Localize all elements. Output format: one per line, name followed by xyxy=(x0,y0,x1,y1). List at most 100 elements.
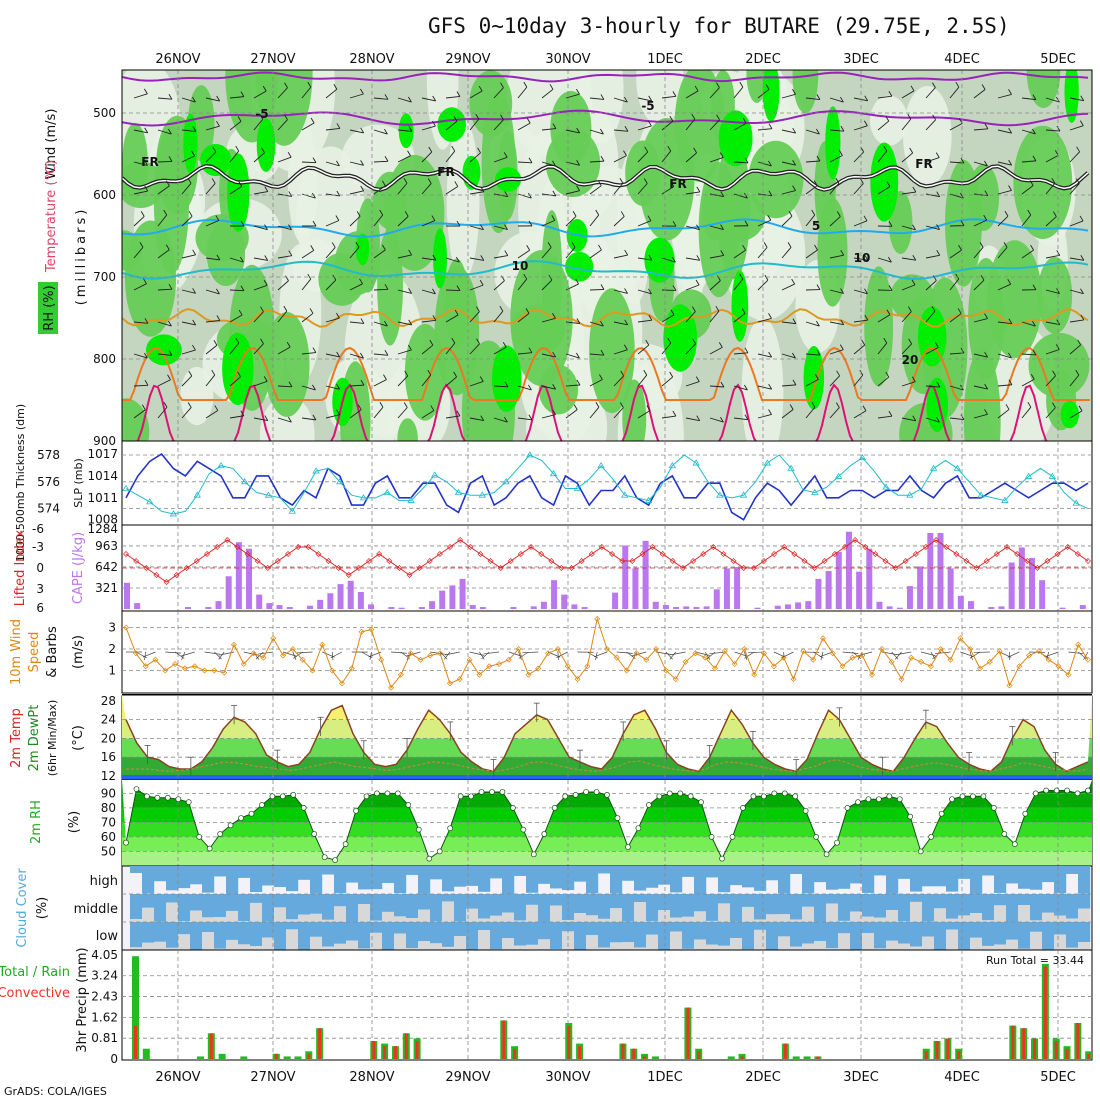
slp-line xyxy=(125,452,1089,521)
rh-point xyxy=(217,831,223,837)
wind-barb xyxy=(613,182,624,195)
wind-barb xyxy=(133,216,145,227)
wind-barb-flag xyxy=(168,93,173,100)
temp-band-12-16 xyxy=(122,757,1092,776)
wind-barb xyxy=(997,190,1012,195)
wind-barb-flag xyxy=(840,96,844,103)
label-total-rain: Total / Rain xyxy=(0,965,70,980)
cloud-bar xyxy=(694,922,707,940)
wind-speed-point xyxy=(1035,648,1042,655)
rh-point xyxy=(196,834,203,840)
surface-wind-barb xyxy=(930,651,936,660)
cloud-bar xyxy=(742,894,755,907)
wind-barb xyxy=(733,122,747,131)
cloud-bar xyxy=(358,894,371,905)
cape-bar xyxy=(581,607,588,609)
cape-bar xyxy=(276,605,283,609)
wind-barb xyxy=(781,161,796,166)
wind-speed-point xyxy=(898,676,905,683)
wind-barb-flag xyxy=(552,383,557,390)
wind10m-panel: 321 10m Wind Speed & Barbs (m/s) xyxy=(9,610,1093,695)
cape-bar xyxy=(1018,547,1025,609)
cloud-bar xyxy=(382,894,395,912)
wind-speed-point xyxy=(172,661,179,668)
wind-barb xyxy=(973,413,988,419)
cape-bar xyxy=(551,580,558,609)
wind-barb-flag xyxy=(958,244,962,251)
wind-barb-flag xyxy=(743,192,748,199)
wind-barb-flag xyxy=(840,288,844,294)
wind-barb-flag xyxy=(814,244,818,251)
cloud-bar xyxy=(994,866,1007,893)
wind-barb-flag xyxy=(816,94,821,100)
thickness-point xyxy=(882,483,890,490)
temperature-gridlines xyxy=(122,696,1092,780)
tick-label: 3.24 xyxy=(91,969,118,983)
wind-barb xyxy=(1021,321,1036,327)
surface-wind-barb xyxy=(443,651,451,660)
surface-wind-barb xyxy=(1007,651,1020,658)
wind-barb-flag xyxy=(144,160,148,166)
wind-barb-flag xyxy=(931,305,936,312)
thickness-point xyxy=(1024,472,1033,479)
wind-barb-flag xyxy=(960,414,965,420)
cape-bar xyxy=(815,578,822,609)
surface-wind-barb xyxy=(556,651,568,658)
wind-barb-flag xyxy=(360,379,365,386)
cloud-bar xyxy=(946,922,959,930)
wind-barb xyxy=(1045,254,1060,259)
wind-barb xyxy=(589,160,605,163)
wind-barb-flag xyxy=(648,314,653,321)
wind-speed-point xyxy=(731,661,738,668)
cloud-bar xyxy=(790,866,803,875)
wind-barb-flag xyxy=(813,180,818,186)
wind-barb-flag xyxy=(548,274,553,281)
cape-bars xyxy=(124,531,1086,609)
cloud-bar xyxy=(934,894,947,909)
rh-point xyxy=(290,791,297,798)
cloud-bar xyxy=(382,866,395,883)
cloud-gridlines xyxy=(122,866,1092,950)
wind-barb-flag xyxy=(144,127,149,134)
cape-bar xyxy=(957,595,964,609)
wind-barb xyxy=(373,353,388,356)
precip-ticks: 4.053.242.431.620.810 xyxy=(91,948,118,1066)
wind-speed-point xyxy=(378,656,385,663)
li-point xyxy=(588,551,595,557)
wind-barb xyxy=(229,342,240,355)
wind-barb xyxy=(709,280,721,291)
wind-barb xyxy=(349,353,364,359)
wind-barb xyxy=(277,310,288,323)
cloud-bar xyxy=(550,866,563,889)
wind-barb-flag xyxy=(888,285,893,291)
wind-barb-flag xyxy=(140,211,145,217)
wind-barb-flag xyxy=(768,351,773,358)
wind-barb-flag xyxy=(192,249,197,256)
wind-barb xyxy=(373,406,384,419)
wind-barb-flag xyxy=(984,313,988,319)
precip-conv-bar xyxy=(1033,1038,1037,1059)
wind-barb-flag xyxy=(215,215,220,221)
rh-saturated-patch xyxy=(227,153,250,232)
surface-wind-barb xyxy=(969,651,981,659)
surface-wind-barb xyxy=(483,651,500,655)
wind-barb xyxy=(877,415,892,419)
precip-conv-bar xyxy=(697,1051,701,1059)
wind-speed-point xyxy=(388,684,395,691)
date-label-top: 29NOV xyxy=(445,52,490,67)
label-2m-rh: 2m RH xyxy=(29,800,44,844)
cloud-bar xyxy=(250,866,263,893)
surface-wind-barb xyxy=(781,651,794,658)
tick-label: 24 xyxy=(101,713,116,727)
rh-moist-patch xyxy=(864,266,894,387)
wind-speed-point xyxy=(1055,663,1062,670)
cloud-bar xyxy=(574,922,587,950)
wind-barb xyxy=(949,417,964,421)
wind-barb xyxy=(157,379,171,387)
wind-barb xyxy=(205,220,220,227)
surface-wind-barb xyxy=(439,651,448,660)
li-point xyxy=(133,558,140,564)
wind-barb xyxy=(181,97,196,103)
